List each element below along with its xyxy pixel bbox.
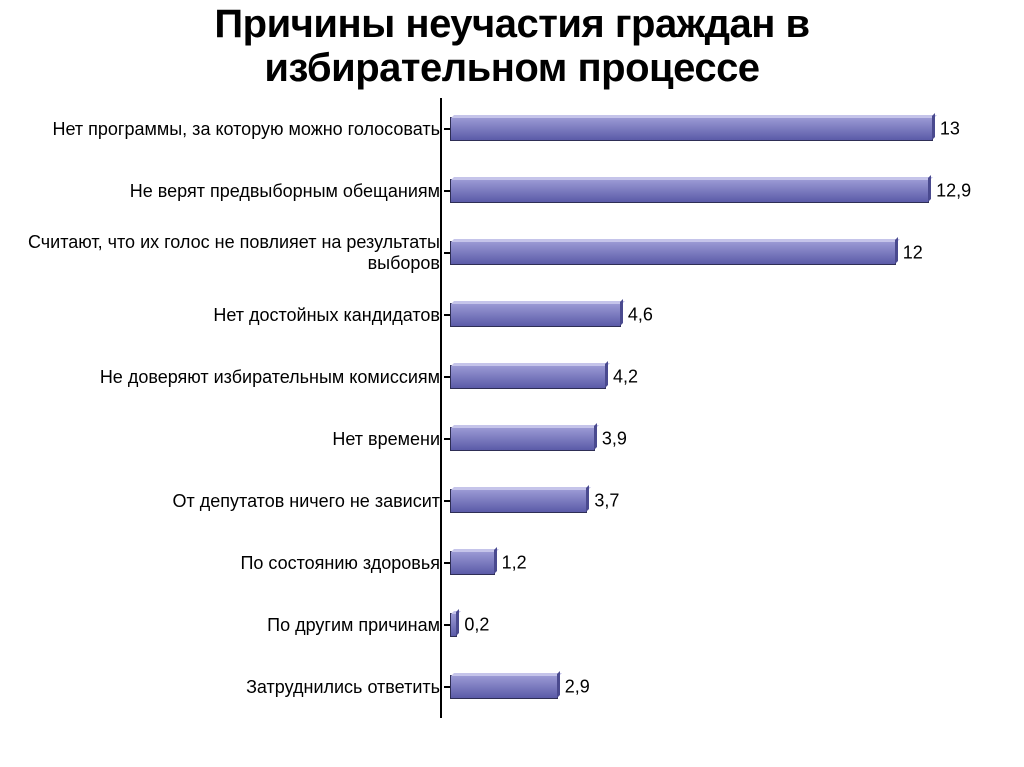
bar-plot-cell: 1,2 bbox=[450, 532, 1000, 594]
bar: 4,6 bbox=[450, 303, 621, 327]
bar-value: 1,2 bbox=[494, 553, 527, 574]
chart-title: Причины неучастия граждан в избирательно… bbox=[20, 2, 1004, 90]
bar: 4,2 bbox=[450, 365, 606, 389]
bar-label: Нет достойных кандидатов bbox=[20, 305, 450, 326]
bar-plot-cell: 4,6 bbox=[450, 284, 1000, 346]
chart-title-line2: избирательном процессе bbox=[20, 46, 1004, 90]
bar-label: По состоянию здоровья bbox=[20, 553, 450, 574]
bar-plot-cell: 4,2 bbox=[450, 346, 1000, 408]
bar-value: 4,2 bbox=[605, 367, 638, 388]
bar: 1,2 bbox=[450, 551, 495, 575]
bar: 3,9 bbox=[450, 427, 595, 451]
chart-title-line1: Причины неучастия граждан в bbox=[20, 2, 1004, 46]
bar-label: По другим причинам bbox=[20, 615, 450, 636]
bar-chart: Нет программы, за которую можно голосова… bbox=[20, 98, 1000, 718]
bar-plot-cell: 3,9 bbox=[450, 408, 1000, 470]
bar: 12 bbox=[450, 241, 896, 265]
bar-row: Нет времени3,9 bbox=[20, 408, 1000, 470]
bar-row: Не верят предвыборным обещаниям12,9 bbox=[20, 160, 1000, 222]
bar-value: 3,9 bbox=[594, 429, 627, 450]
bar-row: От депутатов ничего не зависит3,7 bbox=[20, 470, 1000, 532]
bar-row: Затруднились ответить2,9 bbox=[20, 656, 1000, 718]
bar-label: Считают, что их голос не повлияет на рез… bbox=[20, 232, 450, 273]
bar-row: Не доверяют избирательным комиссиям4,2 bbox=[20, 346, 1000, 408]
bar-plot-cell: 12,9 bbox=[450, 160, 1000, 222]
bar-row: Считают, что их голос не повлияет на рез… bbox=[20, 222, 1000, 284]
bar-label: Не доверяют избирательным комиссиям bbox=[20, 367, 450, 388]
bar-value: 3,7 bbox=[586, 491, 619, 512]
bar-value: 4,6 bbox=[620, 305, 653, 326]
bar: 2,9 bbox=[450, 675, 558, 699]
bar-label: Нет программы, за которую можно голосова… bbox=[20, 119, 450, 140]
bar-label: Нет времени bbox=[20, 429, 450, 450]
bar-value: 12,9 bbox=[928, 181, 971, 202]
bar-row: По другим причинам0,2 bbox=[20, 594, 1000, 656]
y-axis-line bbox=[440, 98, 442, 718]
bar-plot-cell: 0,2 bbox=[450, 594, 1000, 656]
bar: 3,7 bbox=[450, 489, 587, 513]
bar-row: Нет достойных кандидатов4,6 bbox=[20, 284, 1000, 346]
bar-label: Затруднились ответить bbox=[20, 677, 450, 698]
bar-plot-cell: 2,9 bbox=[450, 656, 1000, 718]
bar-row: По состоянию здоровья1,2 bbox=[20, 532, 1000, 594]
bar-label: Не верят предвыборным обещаниям bbox=[20, 181, 450, 202]
bar-value: 13 bbox=[932, 119, 960, 140]
bar: 0,2 bbox=[450, 613, 457, 637]
bar-value: 0,2 bbox=[456, 615, 489, 636]
bar-plot-cell: 13 bbox=[450, 98, 1000, 160]
bar-plot-cell: 3,7 bbox=[450, 470, 1000, 532]
bar-value: 12 bbox=[895, 243, 923, 264]
bar: 13 bbox=[450, 117, 933, 141]
bar: 12,9 bbox=[450, 179, 929, 203]
bar-row: Нет программы, за которую можно голосова… bbox=[20, 98, 1000, 160]
bar-value: 2,9 bbox=[557, 677, 590, 698]
bar-plot-cell: 12 bbox=[450, 222, 1000, 284]
bar-label: От депутатов ничего не зависит bbox=[20, 491, 450, 512]
